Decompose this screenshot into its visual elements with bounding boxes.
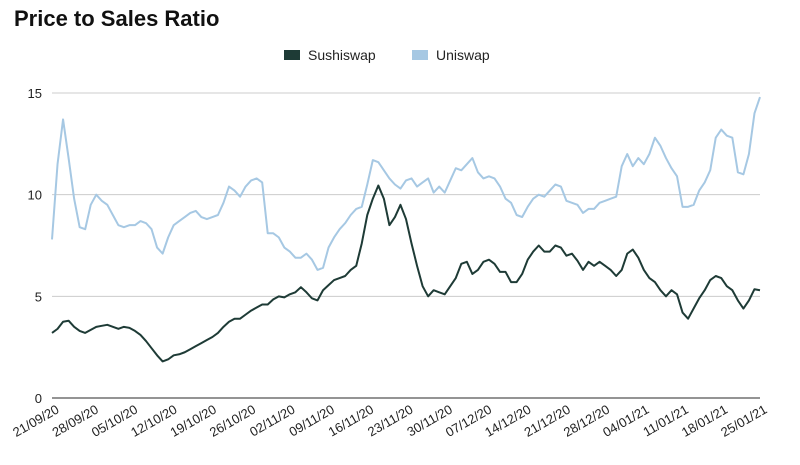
legend-label-uniswap: Uniswap [436,47,490,63]
y-tick-label: 10 [28,188,42,203]
gridlines [52,92,760,399]
y-tick-label: 0 [35,391,42,406]
x-axis-ticks: 21/09/2028/09/2005/10/2012/10/2019/10/20… [10,402,769,440]
chart-title: Price to Sales Ratio [14,6,220,31]
series-line-uniswap [51,96,761,271]
legend-swatch-uniswap [412,50,428,60]
legend-label-sushiswap: Sushiswap [308,47,376,63]
series-lines [51,96,761,363]
legend-swatch-sushiswap [284,50,300,60]
y-axis-ticks: 0 5 10 15 [28,86,42,406]
y-tick-label: 15 [28,86,42,101]
y-tick-label: 5 [35,289,42,304]
series-line-sushiswap [51,184,761,363]
legend: Sushiswap Uniswap [284,47,490,63]
